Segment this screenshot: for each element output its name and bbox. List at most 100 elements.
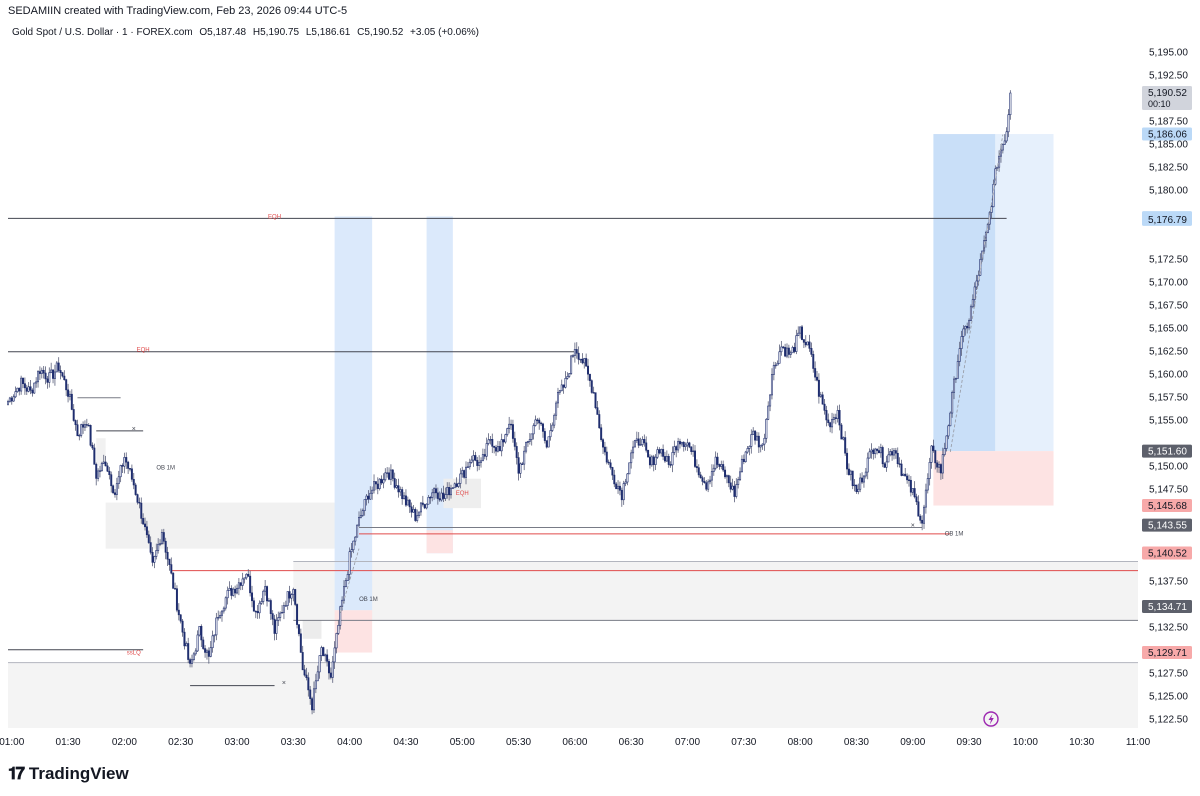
candle-body bbox=[611, 467, 614, 476]
candle-body bbox=[65, 379, 68, 391]
candle-body bbox=[297, 624, 300, 635]
candle-body bbox=[459, 473, 462, 484]
price-tick-label: 5,165.00 bbox=[1149, 323, 1188, 334]
candle-body bbox=[423, 504, 426, 509]
price-label-text: 5,176.79 bbox=[1148, 215, 1187, 226]
price-tick-label: 5,132.50 bbox=[1149, 622, 1188, 633]
time-tick-label: 05:30 bbox=[506, 737, 531, 748]
candle-body bbox=[519, 463, 522, 474]
candle-body bbox=[132, 479, 135, 486]
red-range-0445 bbox=[426, 530, 453, 554]
candle-body bbox=[211, 635, 214, 649]
ob-label-2: OB 1M bbox=[359, 597, 378, 603]
candle-body bbox=[964, 325, 967, 330]
candle-body bbox=[703, 481, 706, 484]
price-tick-label: 5,150.00 bbox=[1149, 461, 1188, 472]
candle-body bbox=[78, 435, 81, 437]
candle-body bbox=[517, 457, 520, 474]
candle-body bbox=[673, 446, 676, 453]
candle-body bbox=[975, 280, 978, 288]
time-tick-label: 07:30 bbox=[731, 737, 756, 748]
candle-body bbox=[294, 589, 297, 605]
price-label-text: 5,190.52 bbox=[1148, 88, 1187, 99]
candle-body bbox=[600, 427, 603, 440]
candle-body bbox=[481, 454, 484, 462]
candle-body bbox=[671, 452, 674, 466]
candle-body bbox=[157, 543, 160, 551]
price-tick-label: 5,180.00 bbox=[1149, 185, 1188, 196]
candle-body bbox=[617, 485, 620, 490]
candle-body bbox=[217, 616, 220, 619]
price-tick-label: 5,137.50 bbox=[1149, 576, 1188, 587]
candle-body bbox=[924, 489, 927, 508]
candle-body bbox=[168, 558, 171, 565]
candle-body bbox=[282, 605, 285, 613]
candle-body bbox=[889, 451, 892, 456]
price-axis[interactable]: 5,195.00 5,192.50 5,187.50 5,185.00 5,182.50… bbox=[1149, 47, 1188, 725]
time-tick-label: 09:30 bbox=[957, 737, 982, 748]
candle-body bbox=[159, 543, 162, 545]
candle-body bbox=[130, 468, 133, 480]
candle-body bbox=[500, 439, 503, 452]
candle-body bbox=[663, 456, 666, 462]
candle-body bbox=[637, 438, 640, 446]
candle-body bbox=[498, 446, 501, 452]
candle-body bbox=[1009, 92, 1012, 116]
candle-body bbox=[266, 586, 269, 602]
chart-credit: SEDAMIIN created with TradingView.com, F… bbox=[8, 5, 348, 17]
ohlc-open: O5,187.48 bbox=[199, 27, 247, 38]
candle-body bbox=[553, 414, 556, 426]
candle-body bbox=[53, 371, 56, 379]
candle-body bbox=[941, 454, 944, 474]
time-axis[interactable]: 01:00 01:30 02:00 02:30 03:00 03:30 04:00 04:30… bbox=[0, 737, 1151, 748]
candle-body bbox=[525, 442, 528, 452]
candle-body bbox=[592, 392, 595, 394]
trend-dashed-line bbox=[949, 134, 1004, 453]
price-tick-label: 5,167.50 bbox=[1149, 300, 1188, 311]
candle-body bbox=[142, 518, 145, 525]
candle-body bbox=[994, 168, 997, 185]
symbol-title[interactable]: Gold Spot / U.S. Dollar · 1 · FOREX.com bbox=[12, 27, 193, 38]
candle-body bbox=[575, 349, 578, 354]
chart-zones bbox=[8, 134, 1138, 728]
candle-body bbox=[395, 485, 398, 488]
price-tick-label: 5,170.00 bbox=[1149, 277, 1188, 288]
candle-body bbox=[252, 600, 255, 612]
candle-body bbox=[618, 485, 621, 491]
candle-body bbox=[968, 320, 971, 329]
candle-body bbox=[677, 441, 680, 451]
candle-body bbox=[436, 492, 439, 499]
candle-body bbox=[457, 483, 460, 487]
candle-body bbox=[260, 601, 263, 604]
candle-body bbox=[733, 485, 736, 497]
candle-body bbox=[198, 625, 201, 636]
candle-body bbox=[174, 588, 177, 590]
candle-body bbox=[194, 650, 197, 655]
candle-body bbox=[590, 380, 593, 393]
candle-body bbox=[560, 384, 563, 392]
candle-body bbox=[806, 341, 809, 346]
candle-body bbox=[588, 373, 591, 381]
candle-body bbox=[725, 475, 728, 478]
candle-body bbox=[660, 449, 663, 454]
replay-icon[interactable] bbox=[983, 711, 999, 727]
candle-body bbox=[934, 450, 937, 464]
candle-body bbox=[804, 342, 807, 346]
candle-body bbox=[506, 428, 509, 435]
candle-body bbox=[55, 362, 58, 373]
candle-body bbox=[814, 368, 817, 378]
candle-body bbox=[224, 597, 227, 609]
candle-body bbox=[602, 439, 605, 448]
candle-body bbox=[626, 473, 629, 483]
candle-body bbox=[752, 430, 755, 435]
candle-body bbox=[695, 466, 698, 468]
candle-body bbox=[521, 463, 524, 465]
candle-body bbox=[181, 620, 184, 633]
candle-body bbox=[414, 509, 417, 521]
candle-body bbox=[316, 671, 319, 682]
candle-body bbox=[450, 487, 452, 496]
candle-body bbox=[570, 355, 573, 374]
candle-body bbox=[784, 347, 787, 357]
candle-body bbox=[857, 488, 860, 492]
